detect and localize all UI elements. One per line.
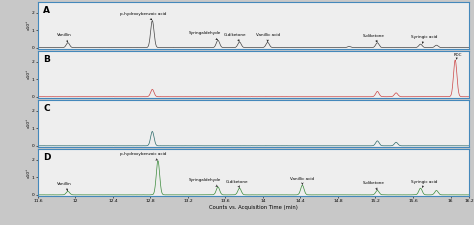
Text: Syringaldehyde: Syringaldehyde [189,31,221,40]
Text: p-hydroxybenzoic acid: p-hydroxybenzoic acid [120,152,166,160]
Text: B: B [43,55,50,64]
Text: Syringic acid: Syringic acid [411,35,438,43]
X-axis label: Counts vs. Acquisition Time (min): Counts vs. Acquisition Time (min) [209,205,298,210]
Text: G-diketone: G-diketone [224,33,246,41]
Text: S-diketone: S-diketone [363,34,384,42]
Text: Vanillic acid: Vanillic acid [290,177,314,184]
Y-axis label: x10⁵: x10⁵ [27,168,31,178]
Text: Vanillin: Vanillin [57,182,72,191]
Text: Vanillic acid: Vanillic acid [255,33,280,42]
Text: Vanillin: Vanillin [57,33,72,42]
Text: S-diketone: S-diketone [363,181,384,190]
Text: D: D [43,153,51,162]
Text: Syringic acid: Syringic acid [411,180,438,187]
Y-axis label: x10⁵: x10⁵ [27,20,31,30]
Text: G-diketone: G-diketone [226,180,248,187]
Text: A: A [43,6,50,15]
Text: PDC: PDC [454,53,462,59]
Text: C: C [43,104,50,113]
Text: Syringaldehyde: Syringaldehyde [189,178,221,187]
Text: p-hydroxybenzoic acid: p-hydroxybenzoic acid [120,12,166,20]
Y-axis label: x10⁵: x10⁵ [27,119,31,128]
Y-axis label: x10⁵: x10⁵ [27,70,31,79]
